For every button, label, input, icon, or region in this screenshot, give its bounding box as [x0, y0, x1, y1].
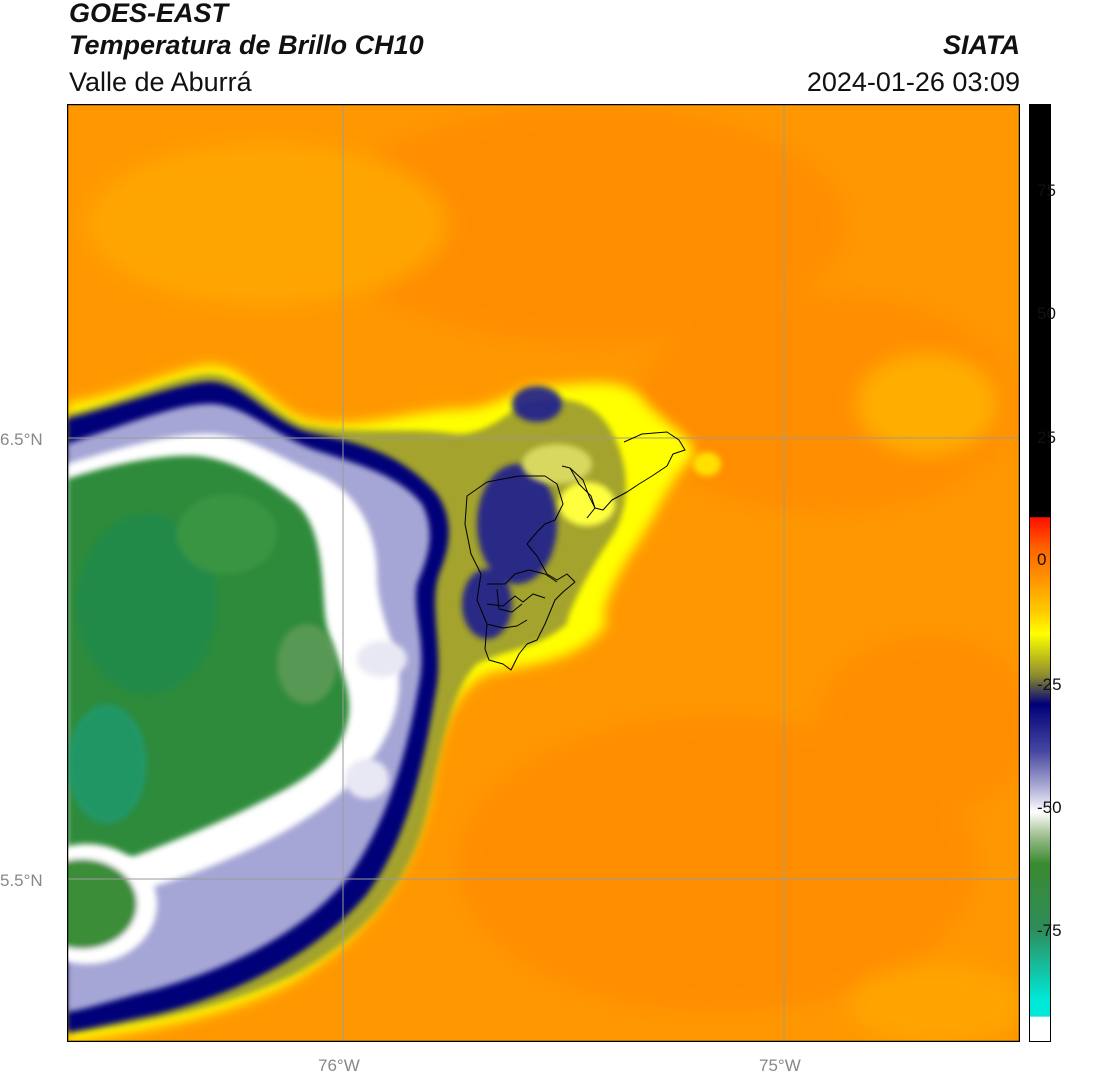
graticule [67, 104, 1020, 1042]
lat-label-5-5: 5.5°N [0, 871, 43, 890]
valley-yellow-cells [522, 444, 721, 526]
subtitle-region: Valle de Aburrá [69, 67, 252, 97]
colorbar-tick: 50 [1037, 304, 1056, 323]
cloud-white-spots [345, 641, 407, 799]
lat-label-6-5: 6.5°N [0, 430, 43, 449]
lon-label-75: 75°W [759, 1056, 801, 1075]
boundary-northeast [569, 467, 596, 519]
boundary-south [486, 593, 546, 607]
title-product: Temperatura de Brillo CH10 [69, 30, 424, 60]
cloud-lower-left [67, 844, 157, 964]
boundary-mid [487, 569, 558, 585]
colorbar-tick: -75 [1037, 921, 1062, 940]
cloud-green-texture [67, 494, 337, 824]
colorbar-tick: 25 [1037, 428, 1056, 447]
colorbar-tick: -50 [1037, 798, 1062, 817]
colorbar-tick: 75 [1037, 181, 1056, 200]
cloud-navy-cells [462, 386, 562, 639]
brightness-temperature-map [67, 104, 1020, 1042]
colorbar-tick: 0 [1037, 550, 1047, 569]
municipal-boundaries [464, 431, 686, 671]
boundary-southwest [486, 619, 528, 629]
datetime-label: 2024-01-26 03:09 [806, 67, 1020, 97]
boundary-inner [496, 588, 523, 613]
boundary-west [464, 475, 576, 671]
warm-texture [87, 104, 1020, 1042]
colorbar [1029, 104, 1051, 1042]
boundary-center [526, 475, 576, 583]
map-frame [67, 104, 1020, 1042]
organization-label: SIATA [943, 30, 1020, 60]
boundary-north [561, 431, 686, 511]
lon-label-76: 76°W [318, 1056, 360, 1075]
title-satellite: GOES-EAST [69, 0, 229, 28]
colorbar-tick: -25 [1037, 675, 1062, 694]
